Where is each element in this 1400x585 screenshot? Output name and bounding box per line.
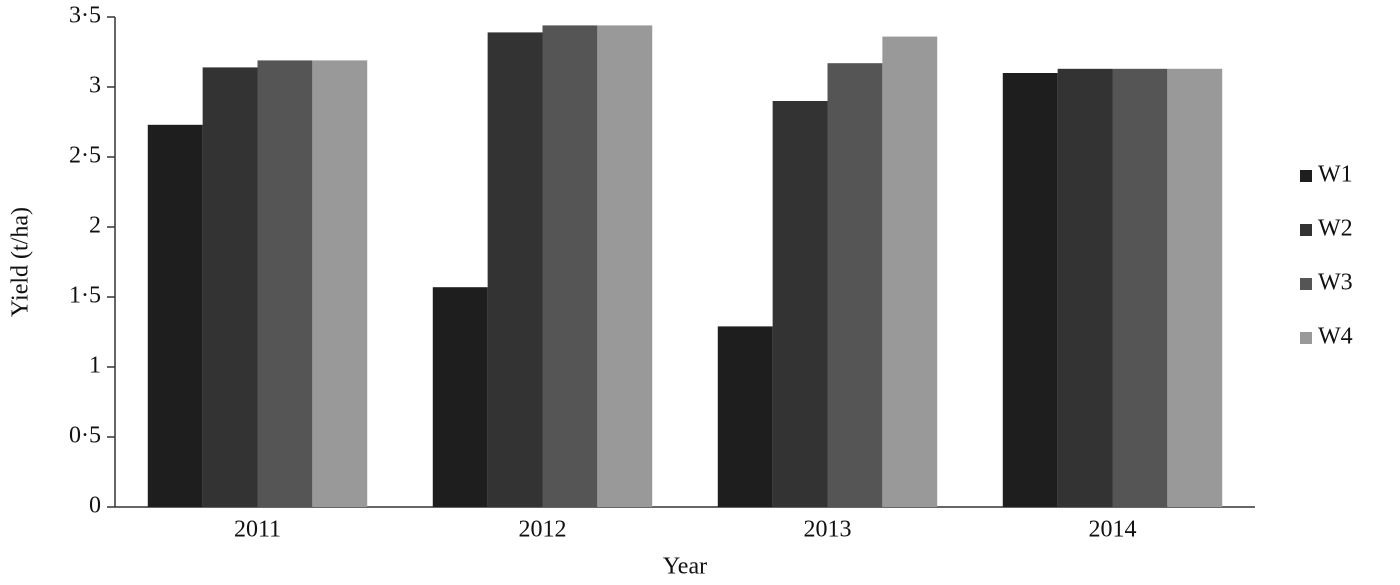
bar <box>772 101 828 507</box>
y-tick-label: 3 <box>89 73 101 99</box>
legend-label: W1 <box>1318 162 1353 188</box>
x-tick-label: 2013 <box>804 517 852 543</box>
legend-label: W4 <box>1318 324 1353 350</box>
y-tick-label: 0 <box>89 493 101 519</box>
y-tick-label: 2 <box>89 213 101 239</box>
y-tick-label: 2·5 <box>69 143 101 169</box>
legend-swatch <box>1300 224 1312 236</box>
x-tick-label: 2014 <box>1089 517 1137 543</box>
y-tick-label: 1·5 <box>69 283 101 309</box>
bar <box>882 36 938 507</box>
bar <box>257 60 313 508</box>
bar <box>487 32 543 508</box>
legend-swatch <box>1300 332 1312 344</box>
bar <box>432 287 488 507</box>
legend-swatch <box>1300 170 1312 182</box>
bar <box>717 326 773 507</box>
bar <box>542 25 598 508</box>
bar <box>597 25 653 508</box>
bar <box>1002 73 1058 507</box>
bar <box>147 124 203 508</box>
y-axis-label: Yield (t/ha) <box>8 207 34 317</box>
y-tick-label: 1 <box>89 353 101 379</box>
bar <box>1167 68 1223 508</box>
bar <box>1057 68 1113 508</box>
legend-label: W3 <box>1318 270 1353 296</box>
legend-label: W2 <box>1318 216 1353 242</box>
bar <box>312 60 368 508</box>
bar <box>202 67 258 508</box>
x-axis-label: Year <box>663 554 707 580</box>
x-tick-label: 2012 <box>519 517 567 543</box>
x-tick-label: 2011 <box>234 517 281 543</box>
bar <box>827 63 883 507</box>
y-tick-label: 3·5 <box>69 3 101 29</box>
bar <box>1112 68 1168 508</box>
legend-swatch <box>1300 278 1312 290</box>
y-tick-label: 0·5 <box>69 423 101 449</box>
